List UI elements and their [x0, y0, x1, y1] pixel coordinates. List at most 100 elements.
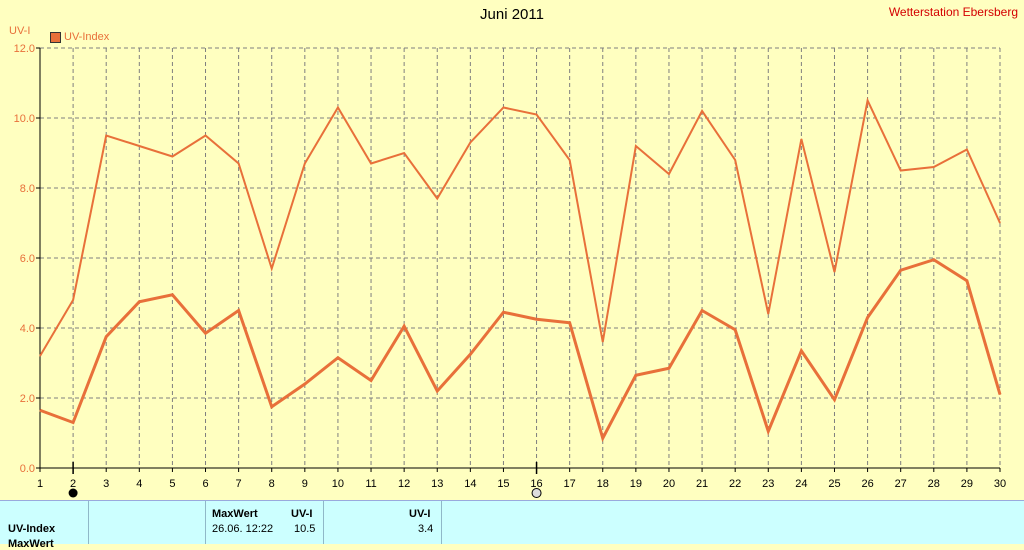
data-point	[900, 269, 902, 271]
x-tick-label: 14	[464, 478, 476, 490]
x-tick-label: 8	[269, 478, 275, 490]
data-point	[867, 317, 869, 318]
legend[interactable]: UV-Index	[50, 31, 109, 43]
data-point	[933, 166, 935, 168]
data-point	[271, 268, 273, 269]
data-point	[701, 110, 703, 112]
data-point	[337, 107, 339, 108]
table-header-uvi: UV-I	[291, 508, 313, 520]
data-point	[833, 399, 835, 401]
y-tick-label: 4.0	[20, 323, 35, 335]
x-tick-label: 21	[696, 478, 708, 490]
table-cell-avg	[324, 501, 442, 544]
data-point	[337, 357, 339, 359]
plot-svg: 1 2 3 4 5 6 7 8 9 10 11 12 13 14 15 16 17 18 19 20 21 22 23 24 2…	[14, 43, 1006, 498]
x-tick-label: 4	[136, 478, 142, 490]
table-cell-empty	[89, 501, 206, 544]
series-line-2	[39, 258, 1002, 443]
data-point	[39, 355, 41, 357]
data-point	[800, 350, 802, 352]
data-point	[105, 135, 107, 136]
data-point	[171, 156, 173, 157]
data-point	[966, 149, 968, 150]
data-point	[304, 163, 306, 164]
x-tick-label: 19	[630, 478, 642, 490]
data-point	[238, 163, 240, 164]
data-table: UV-Index MaxWert MaxWert UV-I 26.06. 12:…	[0, 500, 1024, 550]
y-axis-label: UV-I	[9, 25, 31, 37]
x-tick-label: 15	[497, 478, 509, 490]
x-tick-label: 11	[365, 478, 376, 490]
y-tick-label: 10.0	[14, 113, 35, 125]
data-point	[999, 222, 1001, 224]
table-max-datetime: 26.06. 12:22	[212, 523, 274, 535]
data-point	[668, 173, 670, 175]
chart-title: Juni 2011	[480, 6, 544, 23]
data-point	[800, 138, 802, 140]
data-point	[403, 325, 405, 327]
data-point	[72, 299, 74, 301]
data-point	[105, 336, 107, 338]
data-point	[635, 374, 637, 376]
data-point	[767, 430, 769, 432]
x-tick-label: 25	[828, 478, 840, 490]
x-tick-label: 13	[431, 478, 443, 490]
x-tick-label: 30	[994, 478, 1006, 490]
series-line-1	[39, 97, 1001, 357]
data-point	[469, 353, 471, 355]
x-tick-label: 16	[530, 478, 542, 490]
data-point	[933, 259, 935, 261]
station-name: Wetterstation Ebersberg	[888, 5, 1018, 19]
data-point	[602, 437, 604, 439]
data-point	[436, 390, 438, 392]
data-point	[39, 409, 41, 411]
data-point	[502, 311, 504, 313]
y-tick-label: 12.0	[14, 43, 35, 55]
data-point	[304, 383, 306, 385]
x-tick-label: 26	[861, 478, 873, 490]
data-point	[569, 322, 571, 324]
data-point	[701, 310, 703, 311]
x-tick-label: 20	[663, 478, 675, 490]
data-point	[734, 159, 736, 161]
data-point	[205, 332, 207, 334]
data-point	[72, 422, 74, 423]
table-row-label-2: MaxWert	[8, 538, 54, 550]
data-point	[569, 159, 571, 161]
x-tick-label: 5	[169, 478, 175, 490]
table-row-label: UV-Index	[8, 523, 56, 535]
x-tick-label: 27	[895, 478, 907, 490]
data-point	[833, 271, 835, 273]
data-point	[536, 318, 538, 320]
x-tick-label: 3	[103, 478, 109, 490]
y-tick-label: 8.0	[20, 183, 35, 195]
x-tick-label: 2	[70, 478, 76, 490]
data-point	[138, 145, 140, 147]
data-point	[205, 135, 207, 136]
y-tick-label: 6.0	[20, 253, 35, 265]
x-tick-label: 10	[332, 478, 344, 490]
chart-area: Juni 2011 Wetterstation Ebersberg UV-I U…	[9, 5, 1018, 498]
data-point	[602, 341, 604, 343]
table-cell-max	[206, 501, 324, 544]
range-end-handle-icon	[531, 488, 542, 498]
data-point	[403, 152, 405, 154]
data-point	[138, 301, 140, 303]
data-point	[436, 198, 438, 199]
legend-swatch-icon	[50, 31, 61, 43]
data-point	[635, 145, 637, 147]
x-tick-label: 17	[564, 478, 576, 490]
y-tick-label: 2.0	[20, 393, 35, 405]
data-point	[370, 163, 372, 164]
data-point	[966, 280, 968, 282]
legend-label: UV-Index	[64, 31, 110, 43]
x-tick-label: 12	[398, 478, 410, 490]
data-point	[238, 310, 240, 311]
x-tick-label: 28	[928, 478, 940, 490]
table-max-value: 10.5	[294, 523, 316, 535]
data-point	[999, 394, 1001, 395]
data-point	[469, 142, 471, 143]
x-tick-label: 23	[762, 478, 774, 490]
data-point	[767, 313, 769, 315]
data-point	[867, 100, 869, 101]
